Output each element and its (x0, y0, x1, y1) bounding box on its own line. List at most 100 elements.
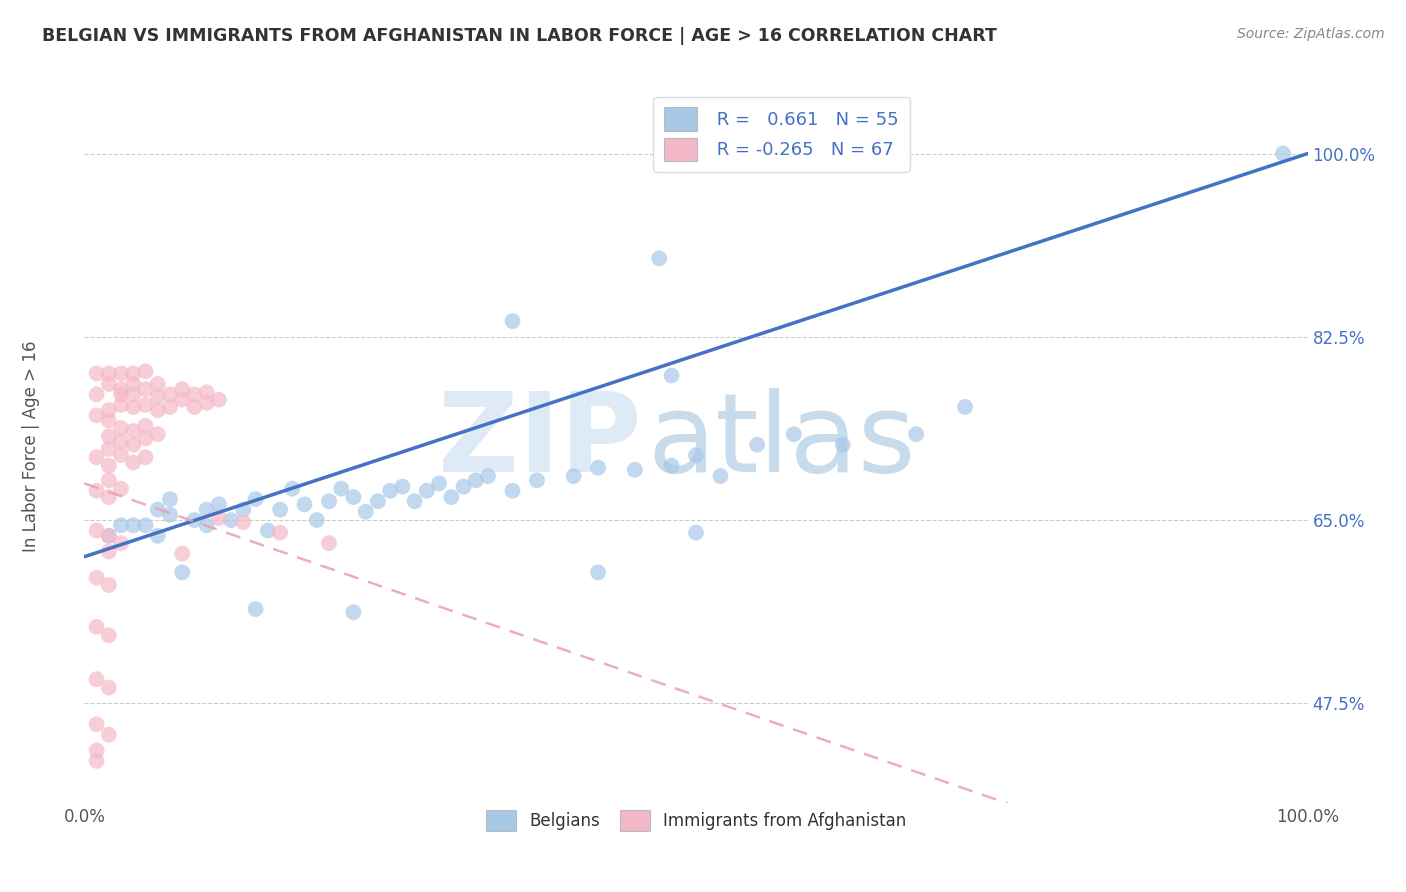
Point (97, 403, 120, 417)
Point (342, 490, 364, 504)
Text: Source: ZipAtlas.com: Source: ZipAtlas.com (1237, 27, 1385, 41)
Point (97, 578, 120, 592)
Point (245, 492, 267, 507)
Point (257, 524, 280, 538)
Point (110, 518, 132, 533)
Point (86, 754, 108, 768)
Point (97, 529, 120, 543)
Point (122, 438, 145, 452)
Point (831, 438, 853, 452)
Point (208, 497, 231, 511)
Point (159, 508, 181, 522)
Point (172, 392, 194, 407)
Text: ZIP: ZIP (437, 388, 641, 495)
Point (135, 382, 157, 396)
Point (281, 482, 304, 496)
Point (135, 398, 157, 412)
Point (269, 502, 291, 516)
Point (219, 513, 242, 527)
Point (526, 473, 548, 487)
Point (146, 529, 169, 543)
Point (685, 525, 707, 540)
Point (86, 450, 108, 465)
Point (135, 450, 157, 465)
Point (477, 469, 499, 483)
Point (783, 427, 806, 442)
Point (380, 483, 402, 498)
Point (86, 620, 108, 634)
Point (367, 494, 389, 508)
Point (159, 400, 181, 414)
Point (146, 502, 169, 516)
Point (135, 518, 157, 533)
Point (685, 448, 707, 462)
Point (146, 403, 169, 417)
Point (86, 717, 108, 731)
Point (97, 728, 120, 742)
Point (135, 431, 157, 445)
Point (86, 524, 108, 538)
Point (747, 438, 769, 452)
Point (97, 376, 120, 391)
Point (146, 376, 169, 391)
Text: In Labor Force | Age > 16: In Labor Force | Age > 16 (22, 340, 39, 552)
Point (318, 494, 340, 508)
Point (905, 427, 928, 442)
Point (404, 494, 426, 508)
Point (330, 482, 353, 496)
Point (97, 544, 120, 558)
Point (97, 490, 120, 504)
Point (232, 502, 254, 516)
Point (172, 566, 194, 580)
Point (122, 400, 145, 414)
Point (208, 392, 231, 407)
Point (294, 497, 316, 511)
Point (97, 414, 120, 428)
Point (86, 367, 108, 381)
Point (208, 511, 231, 525)
Point (172, 382, 194, 396)
Point (97, 429, 120, 443)
Point (122, 376, 145, 391)
Point (97, 628, 120, 642)
Point (305, 513, 328, 527)
Point (86, 483, 108, 498)
Point (232, 515, 254, 529)
Point (97, 442, 120, 456)
Point (122, 518, 145, 533)
Point (110, 382, 132, 396)
Point (146, 427, 169, 442)
Point (86, 571, 108, 585)
Point (1272, 146, 1295, 161)
Point (122, 455, 145, 469)
Point (97, 529, 120, 543)
Legend: Belgians, Immigrants from Afghanistan: Belgians, Immigrants from Afghanistan (479, 803, 912, 838)
Point (624, 463, 647, 477)
Point (502, 314, 524, 328)
Point (146, 390, 169, 404)
Text: atlas: atlas (647, 388, 915, 495)
Point (269, 525, 291, 540)
Point (97, 367, 120, 381)
Point (416, 483, 439, 498)
Point (97, 458, 120, 473)
Point (953, 400, 976, 414)
Point (586, 566, 609, 580)
Point (110, 434, 132, 449)
Point (86, 409, 108, 423)
Point (110, 421, 132, 435)
Point (195, 385, 218, 400)
Point (195, 518, 218, 533)
Point (110, 387, 132, 401)
Point (661, 458, 683, 473)
Point (86, 743, 108, 757)
Point (440, 490, 463, 504)
Point (342, 605, 364, 619)
Point (427, 476, 450, 491)
Point (502, 483, 524, 498)
Point (122, 367, 145, 381)
Point (562, 469, 585, 483)
Point (135, 418, 157, 433)
Point (648, 252, 671, 266)
Point (464, 473, 486, 487)
